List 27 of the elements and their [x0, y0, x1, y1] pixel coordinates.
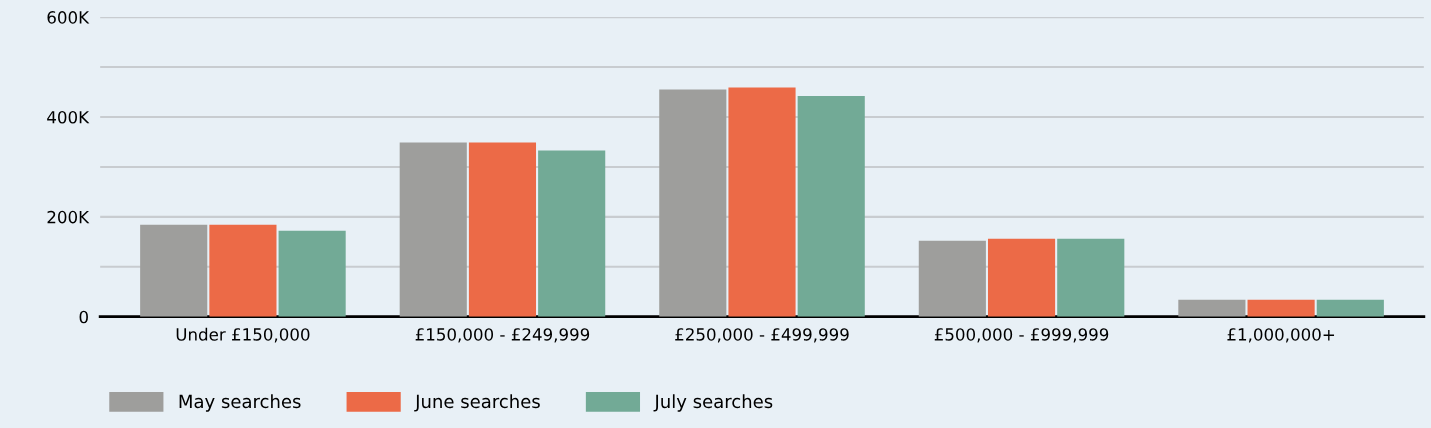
bar: [1247, 299, 1315, 317]
bar: [987, 238, 1056, 317]
bar: [538, 150, 606, 317]
y-tick-label: 400K: [47, 110, 90, 124]
legend-label: July searches: [653, 394, 773, 412]
bar: [209, 224, 277, 317]
bar: [918, 240, 986, 317]
x-tick-label: £250,000 - £499,999: [675, 328, 849, 343]
bar: [399, 142, 467, 317]
x-tick-label: £150,000 - £249,999: [415, 328, 590, 343]
x-tick-label: £500,000 - £999,999: [934, 328, 1109, 343]
y-tick-label: 600K: [47, 11, 90, 24]
bar: [1316, 299, 1384, 317]
bar: [659, 89, 727, 317]
y-tick-label: 200K: [47, 210, 90, 224]
bar: [140, 224, 208, 317]
bar: [1057, 238, 1125, 317]
bar: [468, 142, 537, 317]
legend-label: June searches: [414, 394, 540, 412]
bar: [728, 87, 796, 317]
legend-label: May searches: [179, 394, 301, 412]
bar: [1178, 299, 1246, 317]
bar: [797, 96, 865, 317]
y-tick-label: 0: [79, 310, 88, 324]
x-tick-label: Under £150,000: [176, 327, 310, 343]
bar: [278, 230, 346, 317]
x-tick-label: £1,000,000+: [1227, 328, 1335, 343]
